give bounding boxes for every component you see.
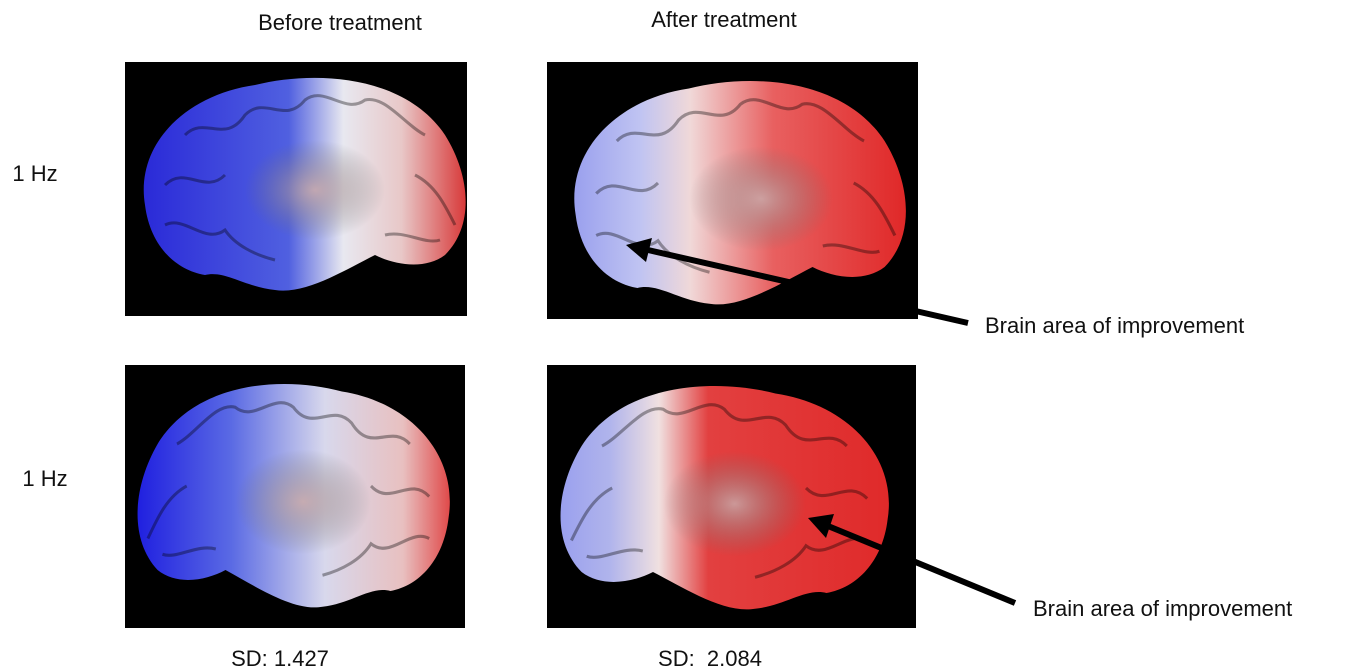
column-title: Before treatment: [258, 10, 422, 35]
brain-panel: [547, 365, 916, 628]
brain-panel: [125, 62, 467, 316]
sd-label: SD: 1.427: [231, 646, 329, 669]
annotation: Brain area of improvement: [985, 313, 1244, 338]
brain-panel: [547, 62, 918, 319]
brain-panel: [125, 365, 465, 628]
arrow: [626, 238, 969, 326]
row-label: 1 Hz: [12, 161, 57, 186]
sd-label: SD: 2.084: [658, 646, 762, 669]
annotation: Brain area of improvement: [1033, 596, 1292, 621]
arrow: [808, 514, 1017, 606]
column-title: After treatment: [651, 7, 797, 32]
row-label: 1 Hz: [22, 466, 67, 491]
